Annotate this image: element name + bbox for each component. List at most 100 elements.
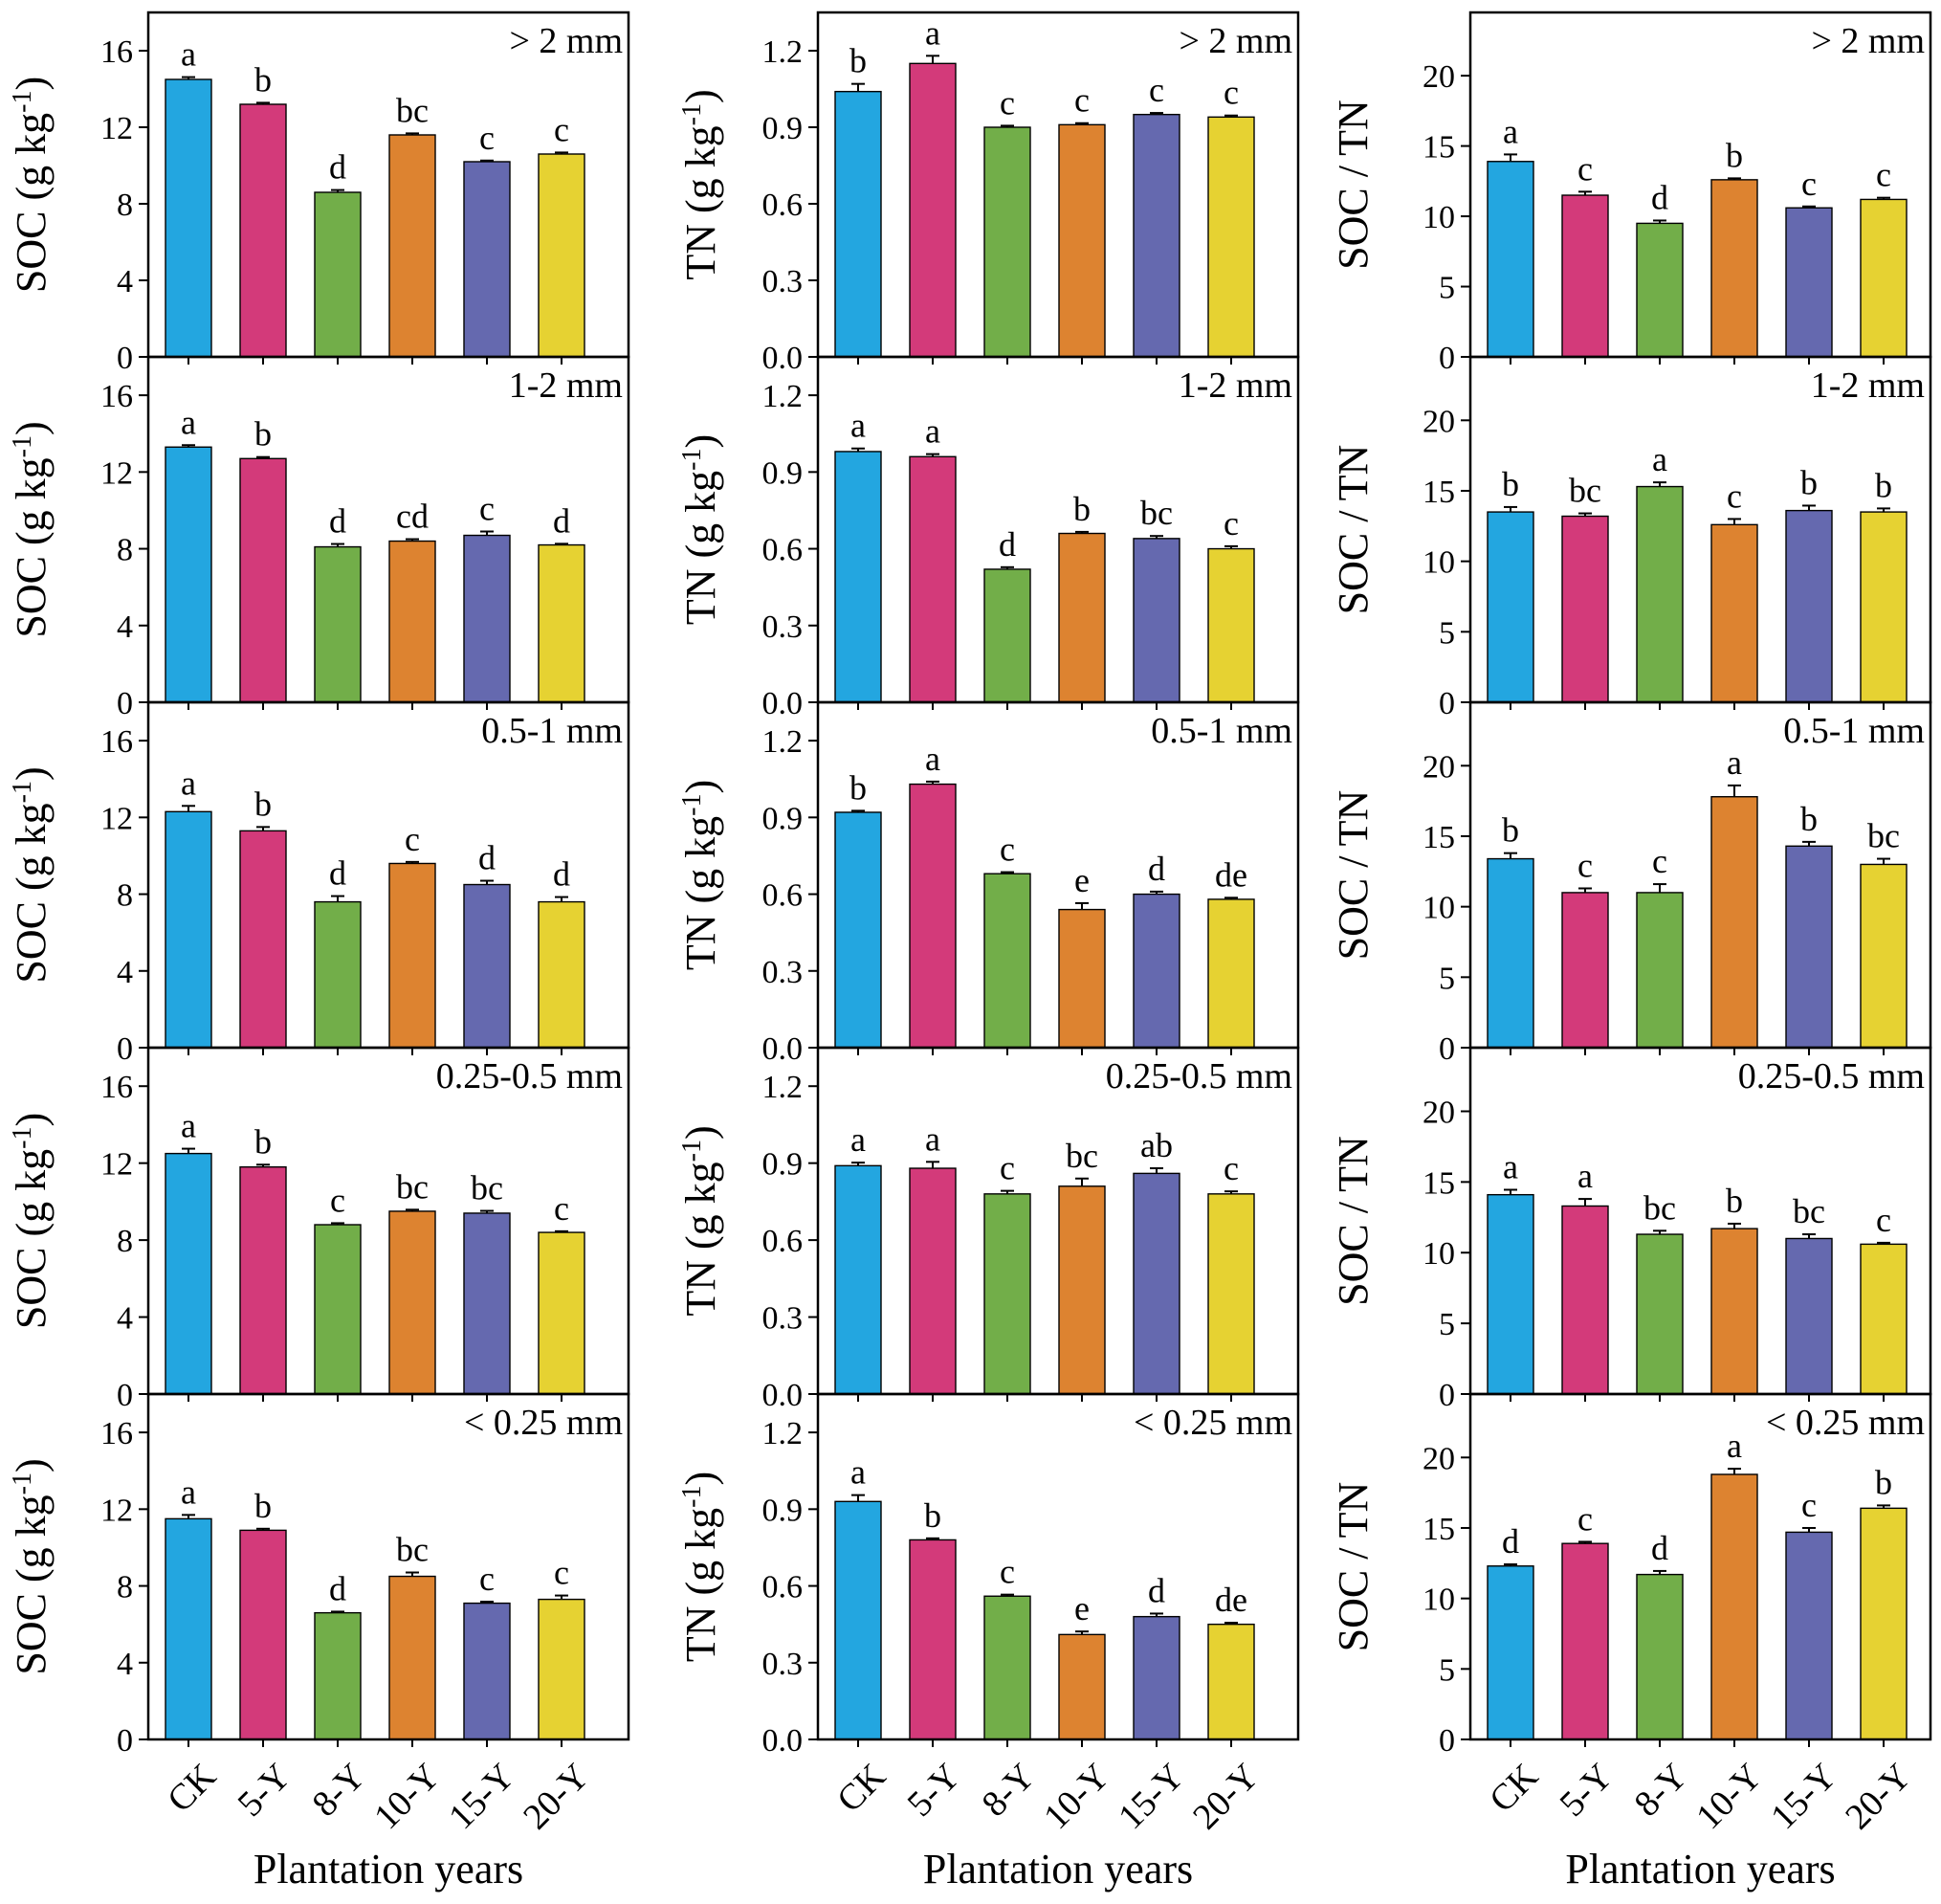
bar-5-Y[interactable]: 5-Y: 11.3 xyxy=(239,830,287,1049)
bar-20-Y[interactable]: 20-Y: 8.2 xyxy=(538,543,585,703)
bar-20-Y[interactable]: 20-Y: 7.3 xyxy=(538,1598,585,1740)
bar-8-Y[interactable]: 8-Y: 0.52 xyxy=(983,568,1031,703)
y-tick-label: 0.0 xyxy=(762,1378,804,1413)
bar-10-Y[interactable]: 10-Y: 0.91 xyxy=(1058,123,1106,358)
bar-15-Y[interactable]: 15-Y: 0.64 xyxy=(1133,538,1180,703)
bar-15-Y[interactable]: 15-Y: 0.48 xyxy=(1133,1615,1180,1740)
bar-10-Y[interactable]: 10-Y: 0.54 xyxy=(1058,908,1106,1049)
significance-letter: a xyxy=(925,1119,940,1158)
bar-CK[interactable]: CK: 14.5 xyxy=(165,78,212,358)
bar-10-Y[interactable]: 10-Y: 8.5 xyxy=(388,1575,436,1740)
bar-8-Y[interactable]: 8-Y: 6.6 xyxy=(314,1611,362,1740)
bar-15-Y[interactable]: 15-Y: 10.2 xyxy=(463,161,511,358)
bar-CK[interactable]: CK: 12.3 xyxy=(1487,1565,1534,1740)
bar-10-Y[interactable]: 10-Y: 11.6 xyxy=(388,134,436,358)
bar-CK[interactable]: CK: 11.5 xyxy=(165,1517,212,1740)
bar-20-Y[interactable]: 20-Y: 0.45 xyxy=(1207,1623,1255,1740)
bar-20-Y[interactable]: 20-Y: 0.58 xyxy=(1207,898,1255,1049)
bar-8-Y[interactable]: 8-Y: 0.9 xyxy=(983,126,1031,358)
bar-10-Y[interactable]: 10-Y: 11.7 xyxy=(1710,1228,1758,1395)
bar-20-Y[interactable]: 20-Y: 0.94 xyxy=(1207,116,1255,358)
y-tick-label: 0 xyxy=(1439,1031,1455,1067)
y-tick-label: 15 xyxy=(1423,1512,1455,1547)
bar-15-Y[interactable]: 15-Y: 10.6 xyxy=(1785,207,1833,358)
bar-8-Y[interactable]: 8-Y: 11.3 xyxy=(1636,1233,1684,1395)
bar-10-Y[interactable]: 10-Y: 9.6 xyxy=(388,862,436,1049)
bar-8-Y[interactable]: 8-Y: 8.1 xyxy=(314,545,362,703)
bar-15-Y[interactable]: 15-Y: 13.6 xyxy=(1785,509,1833,703)
bar-8-Y[interactable]: 8-Y: 11 xyxy=(1636,892,1684,1049)
bar-20-Y[interactable]: 20-Y: 10.6 xyxy=(1860,1243,1908,1395)
bar-5-Y[interactable]: 5-Y: 1.15 xyxy=(909,62,957,358)
bar-20-Y[interactable]: 20-Y: 0.78 xyxy=(1207,1193,1255,1395)
bar-15-Y[interactable]: 15-Y: 8.5 xyxy=(463,883,511,1049)
bar-10-Y[interactable]: 10-Y: 0.81 xyxy=(1058,1185,1106,1395)
bar-CK[interactable]: CK: 13.4 xyxy=(1487,857,1534,1049)
bar-5-Y[interactable]: 5-Y: 0.88 xyxy=(909,1167,957,1395)
bar-8-Y[interactable]: 8-Y: 0.68 xyxy=(983,873,1031,1049)
bar-10-Y[interactable]: 10-Y: 0.66 xyxy=(1058,532,1106,703)
bar-15-Y[interactable]: 15-Y: 0.86 xyxy=(1133,1172,1180,1395)
bar-5-Y[interactable]: 5-Y: 10.9 xyxy=(239,1529,287,1740)
bar-15-Y[interactable]: 15-Y: 14.3 xyxy=(1785,845,1833,1049)
bar-15-Y[interactable]: 15-Y: 9.4 xyxy=(463,1212,511,1395)
bar-20-Y[interactable]: 20-Y: 11.2 xyxy=(1860,198,1908,358)
bar-20-Y[interactable]: 20-Y: 8.4 xyxy=(538,1231,585,1395)
significance-letter: d xyxy=(553,501,570,540)
bar-CK[interactable]: CK: 13.3 xyxy=(165,446,212,703)
bar-10-Y[interactable]: 10-Y: 0.41 xyxy=(1058,1633,1106,1740)
bar-8-Y[interactable]: 8-Y: 8.8 xyxy=(314,1224,362,1395)
bar-CK[interactable]: CK: 1.04 xyxy=(834,90,882,358)
bar-5-Y[interactable]: 5-Y: 13.9 xyxy=(1561,1542,1609,1740)
bar-8-Y[interactable]: 8-Y: 15.3 xyxy=(1636,485,1684,703)
bar-20-Y[interactable]: 20-Y: 13.5 xyxy=(1860,511,1908,703)
bar-CK[interactable]: CK: 13.9 xyxy=(1487,161,1534,358)
bar-CK[interactable]: CK: 0.89 xyxy=(834,1164,882,1395)
bar-5-Y[interactable]: 5-Y: 11 xyxy=(1561,892,1609,1049)
bar-5-Y[interactable]: 5-Y: 13.2 xyxy=(1561,515,1609,703)
bar-20-Y[interactable]: 20-Y: 0.6 xyxy=(1207,547,1255,703)
bar-8-Y[interactable]: 8-Y: 0.78 xyxy=(983,1193,1031,1395)
bar-5-Y[interactable]: 5-Y: 12.7 xyxy=(239,457,287,703)
bar-5-Y[interactable]: 5-Y: 1.03 xyxy=(909,783,957,1049)
bar-CK[interactable]: CK: 12.3 xyxy=(165,810,212,1049)
bar-10-Y[interactable]: 10-Y: 8.4 xyxy=(388,540,436,703)
bar-CK[interactable]: CK: 0.92 xyxy=(834,811,882,1049)
bar-CK[interactable]: CK: 13.5 xyxy=(1487,511,1534,703)
bar-8-Y[interactable]: 8-Y: 11.7 xyxy=(1636,1573,1684,1740)
bar-15-Y[interactable]: 15-Y: 0.95 xyxy=(1133,113,1180,358)
bar-10-Y[interactable]: 10-Y: 12.6 xyxy=(1710,179,1758,358)
bar-5-Y[interactable]: 5-Y: 0.96 xyxy=(909,455,957,703)
bar-20-Y[interactable]: 20-Y: 16.4 xyxy=(1860,1507,1908,1740)
bar-CK[interactable]: CK: 0.93 xyxy=(834,1500,882,1740)
bar-5-Y[interactable]: 5-Y: 11.8 xyxy=(239,1165,287,1395)
bar-10-Y[interactable]: 10-Y: 17.8 xyxy=(1710,796,1758,1049)
bar-5-Y[interactable]: 5-Y: 13.2 xyxy=(239,103,287,358)
bar-10-Y[interactable]: 10-Y: 12.6 xyxy=(1710,523,1758,703)
bar-20-Y[interactable]: 20-Y: 7.6 xyxy=(538,900,585,1049)
bar-15-Y[interactable]: 15-Y: 7.1 xyxy=(463,1602,511,1740)
bar-CK[interactable]: CK: 0.98 xyxy=(834,451,882,703)
bar-20-Y[interactable]: 20-Y: 10.6 xyxy=(538,153,585,358)
bar-8-Y[interactable]: 8-Y: 8.6 xyxy=(314,191,362,358)
bar-5-Y[interactable]: 5-Y: 13.3 xyxy=(1561,1205,1609,1395)
bar-15-Y[interactable]: 15-Y: 14.7 xyxy=(1785,1531,1833,1740)
bar-15-Y[interactable]: 15-Y: 0.6 xyxy=(1133,893,1180,1049)
bar-10-Y[interactable]: 10-Y: 9.5 xyxy=(388,1210,436,1395)
bar-15-Y[interactable]: 15-Y: 8.7 xyxy=(463,534,511,703)
bar-5-Y[interactable]: 5-Y: 11.5 xyxy=(1561,194,1609,358)
bar-8-Y[interactable]: 8-Y: 0.56 xyxy=(983,1595,1031,1740)
bar-CK[interactable]: CK: 12.5 xyxy=(165,1152,212,1395)
bar-CK[interactable]: CK: 14.1 xyxy=(1487,1193,1534,1395)
bar-15-Y[interactable]: 15-Y: 11 xyxy=(1785,1237,1833,1395)
bar-8-Y[interactable]: 8-Y: 7.6 xyxy=(314,900,362,1049)
bar-8-Y[interactable]: 8-Y: 9.5 xyxy=(1636,222,1684,358)
significance-letter: c xyxy=(479,490,495,528)
bar-5-Y[interactable]: 5-Y: 0.78 xyxy=(909,1539,957,1740)
panel-3-1: CK: 13.9 a 5-Y: 11.5 c 8-Y: 9.5 d 10-Y: 12.6 b 1… xyxy=(1330,11,1932,376)
x-category-label-20-Y: 20-Y xyxy=(516,1756,597,1837)
bar-20-Y[interactable]: 20-Y: 13 xyxy=(1860,863,1908,1049)
y-tick-label: 0 xyxy=(1439,686,1455,721)
bar-10-Y[interactable]: 10-Y: 18.8 xyxy=(1710,1473,1758,1740)
significance-letter: bc xyxy=(1569,472,1601,510)
